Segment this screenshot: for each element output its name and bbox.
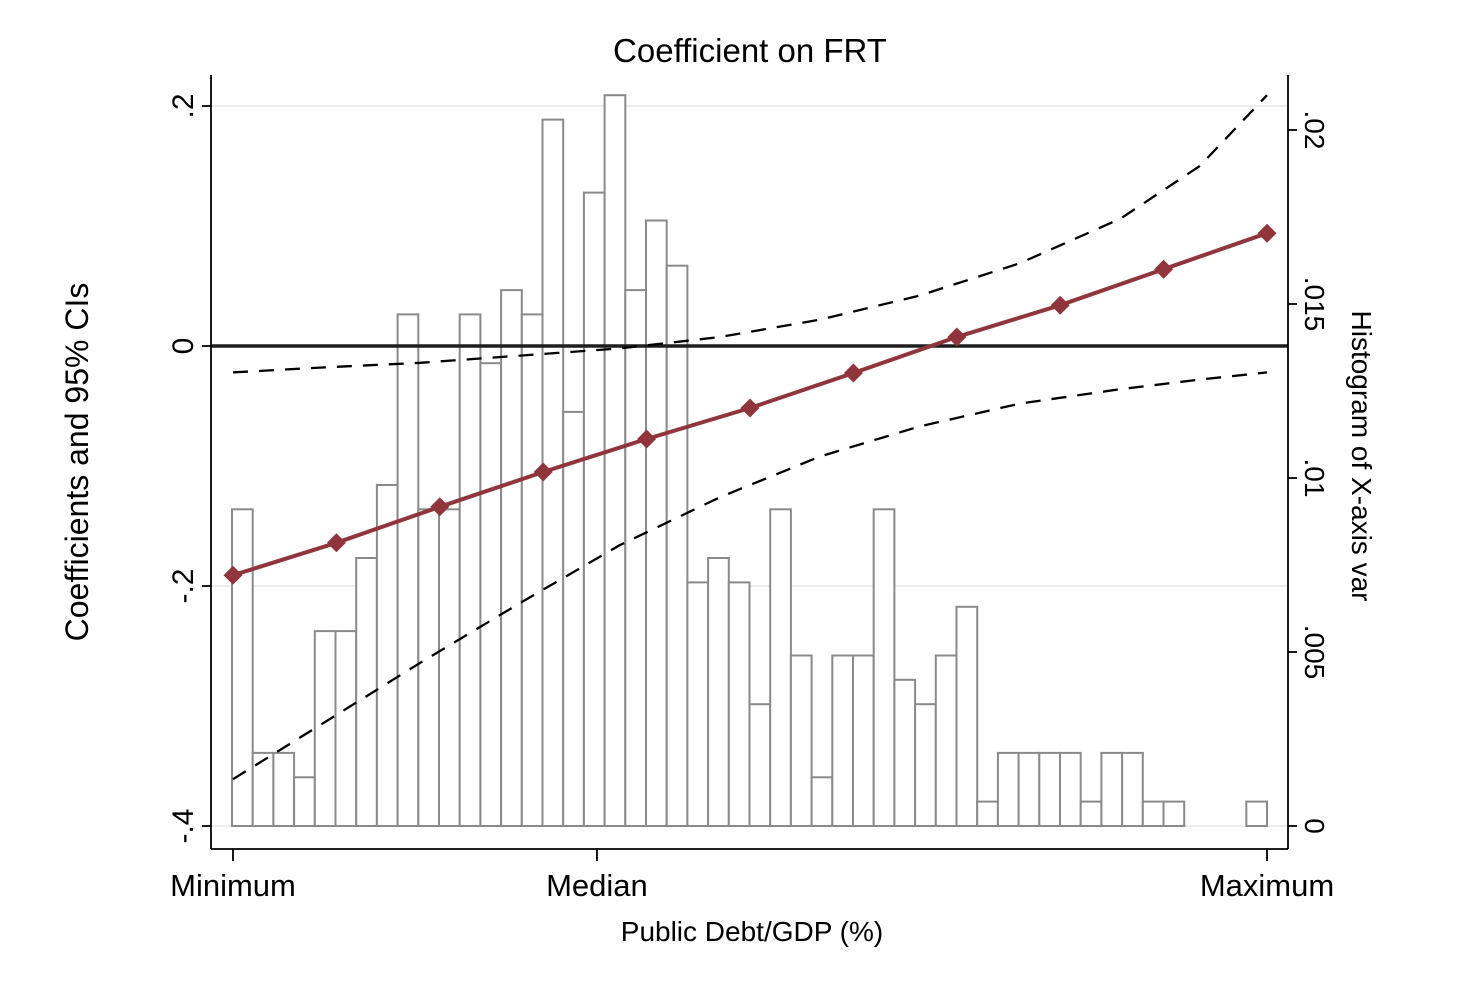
coefficient-marker [843,363,863,383]
y-left-tick-label: -.4 [167,808,200,843]
coefficient-marker [430,497,450,517]
coefficient-marker [947,327,967,347]
ci-upper-line [232,94,1268,374]
histogram-bar [1121,751,1144,828]
histogram-bar [665,264,689,827]
ci-lower-line [232,371,1268,781]
histogram-bar [934,654,958,827]
histogram-bar [769,508,792,827]
y-left-tick-label: 0 [167,338,200,355]
histogram-bar [1162,800,1186,827]
y-left-tick-label: -.2 [167,568,200,603]
y-left-tick-label: .2 [167,93,200,118]
histogram-bar [520,313,544,827]
histogram-bar [810,776,834,827]
coefficient-marker [1257,223,1277,243]
histogram-bar [976,800,999,827]
histogram-bar [1059,751,1082,828]
chart-title: Coefficient on FRT [613,32,887,69]
plot-area: .2 0 -.2 -.4 0 .005 .01 .015 .02 Minimum Median Max… [167,75,1334,903]
histogram-bar [603,94,627,827]
histogram-bar [293,776,316,827]
y-axis-right-label: Histogram of X-axis var [1346,311,1377,602]
x-tick-label: Median [546,868,648,903]
histogram-bar [458,313,482,827]
coefficient-marker [1050,295,1070,315]
histogram-bar [1100,751,1124,828]
histogram-bar [417,508,440,827]
histogram-bar [624,289,647,828]
y-right-tick-label: .005 [1299,625,1330,680]
histogram-bar [686,581,710,828]
histogram-bar [375,484,399,827]
histogram-bar [1017,751,1041,828]
histogram-bar [479,362,503,827]
x-tick-label: Minimum [170,868,296,903]
histogram-bar [313,630,337,827]
histogram-bar [789,654,813,827]
histogram-bar [727,581,751,828]
histogram-bar [872,508,896,827]
y-axis-left-label: Coefficients and 95% CIs [59,283,95,642]
histogram-bar [914,703,937,828]
x-tick-label: Maximum [1200,868,1334,903]
histogram-bar [500,289,523,828]
histogram-bar [272,751,296,828]
histogram-bar [582,191,606,828]
histogram-bar [893,678,917,827]
histogram-bar [1245,800,1269,827]
x-axis-label: Public Debt/GDP (%) [621,916,883,947]
coefficient-marker [223,565,243,585]
y-right-tick-label: .01 [1299,459,1330,498]
histogram-bar [396,313,420,827]
coefficient-marker [326,533,346,553]
histogram-bar [707,557,730,827]
histogram-bar [334,630,358,827]
histogram-bar [955,605,979,827]
coefficient-marker [1154,259,1174,279]
histogram-bar [1141,800,1165,827]
histogram-bar [748,703,772,828]
y-right-tick-label: .015 [1299,277,1330,332]
histogram-bar [1079,800,1103,827]
histogram-bar [1038,751,1062,828]
histogram-bar [562,410,585,827]
y-right-tick-label: 0 [1299,818,1330,834]
histogram-bar [996,751,1020,828]
coefficient-marker [637,429,657,449]
y-right-tick-label: .02 [1299,111,1330,150]
coefficient-marker [740,398,760,418]
histogram-bar [231,508,254,827]
histogram-bar [831,654,854,827]
histogram-bar [438,508,461,827]
histogram-bar [852,654,875,827]
coefficient-marker [533,462,553,482]
